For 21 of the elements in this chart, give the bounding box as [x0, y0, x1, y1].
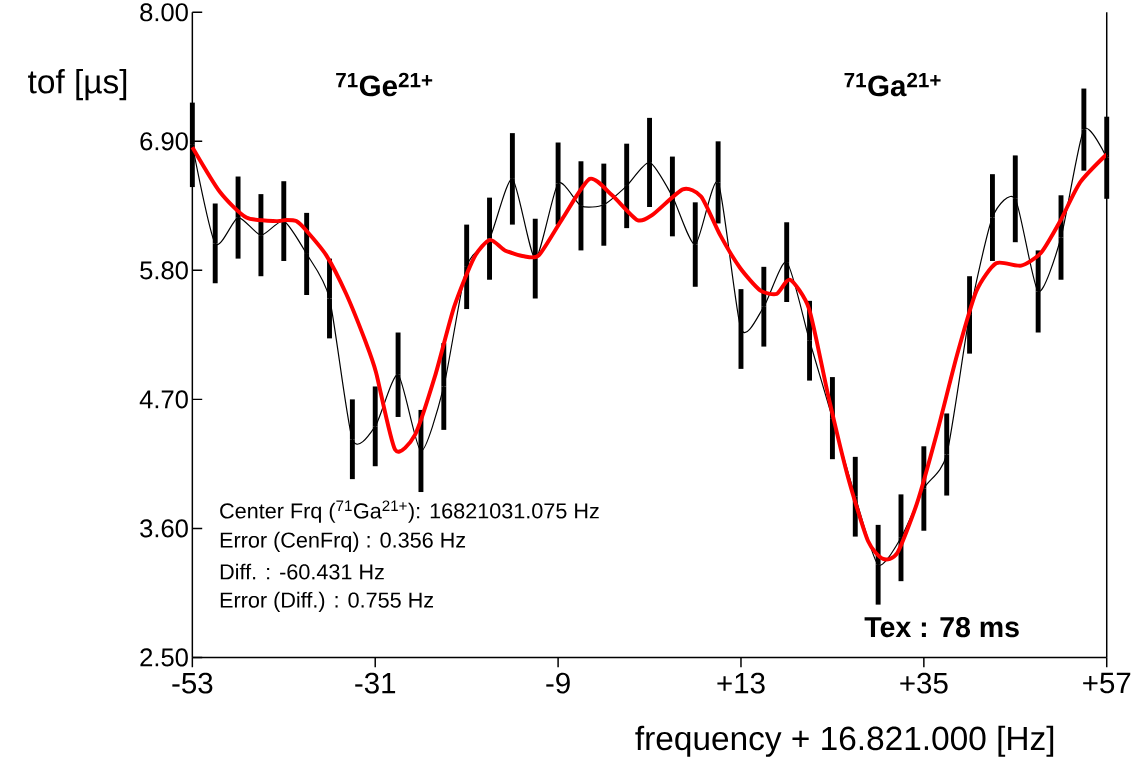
- y-tick-label: 5.80: [140, 261, 188, 280]
- x-tick-label: +57: [1083, 672, 1131, 694]
- x-tick-label: -31: [355, 672, 396, 694]
- annotation: Error (Diff.) : 0.755 Hz: [220, 591, 434, 613]
- y-tick-label: 2.50: [140, 648, 188, 667]
- x-tick-label: -9: [546, 672, 570, 694]
- y-axis-title: tof [µs]: [28, 69, 127, 101]
- x-tick-label: +13: [717, 672, 765, 694]
- y-tick-label: 8.00: [140, 3, 188, 22]
- y-tick-label: 4.70: [139, 390, 188, 409]
- annotation: $^{71}$Ga$^{21+}$: [844, 72, 941, 97]
- annotation: Diff. : -60.431 Hz: [220, 563, 384, 580]
- x-tick-label: -53: [172, 672, 213, 694]
- x-axis-title: frequency + 16.821.000 [Hz]: [635, 725, 1054, 757]
- annotation: Error (CenFrq) : 0.356 Hz: [220, 531, 466, 553]
- x-tick-label: +35: [900, 672, 948, 694]
- annotation: $^{71}$Ge$^{21+}$: [336, 72, 433, 97]
- y-tick-label: 6.90: [140, 132, 188, 151]
- annotation: Center Frq ($^{71}$Ga$^{21+}$): 16821031.075 Hz: [220, 500, 599, 523]
- annotation: Tex : 78 ms: [864, 617, 1019, 638]
- y-tick-label: 3.60: [140, 519, 188, 538]
